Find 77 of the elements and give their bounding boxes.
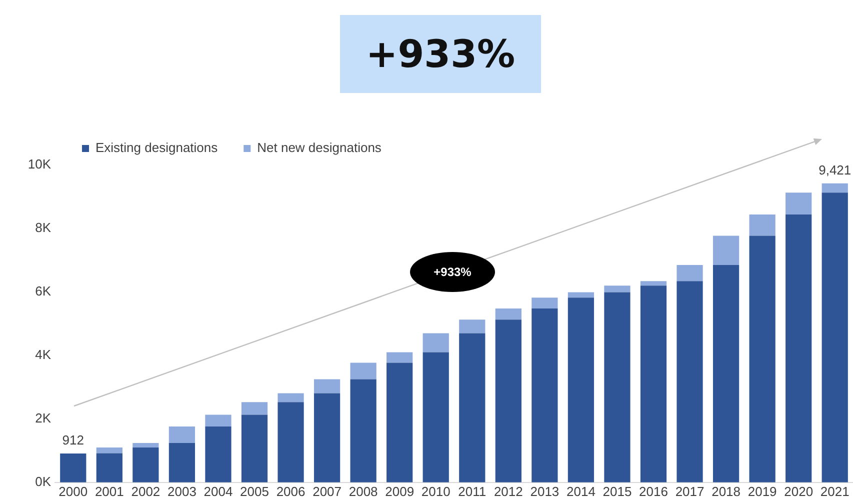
bar <box>568 298 594 482</box>
bar <box>168 443 196 482</box>
bar <box>241 402 268 415</box>
bar <box>241 414 268 482</box>
x-tick-label: 2001 <box>94 484 124 499</box>
bar <box>350 379 376 482</box>
chart-title: +933% <box>366 32 516 76</box>
bar <box>822 183 848 193</box>
y-tick-label: 8K <box>35 220 52 236</box>
y-tick-label: 6K <box>35 284 52 299</box>
bar <box>568 292 594 298</box>
y-tick-label: 10K <box>28 156 52 172</box>
y-tick-label: 2K <box>35 410 52 426</box>
bar <box>604 292 630 482</box>
bar <box>640 286 667 482</box>
bar <box>132 447 159 482</box>
bar <box>604 286 630 292</box>
bar <box>532 298 558 308</box>
bar <box>205 414 232 427</box>
bar <box>96 447 122 454</box>
x-tick-label: 2020 <box>784 484 814 499</box>
x-tick-label: 2015 <box>602 484 632 499</box>
y-tick-label: 0K <box>35 474 52 489</box>
x-tick-label: 2013 <box>530 484 560 499</box>
x-tick-label: 2003 <box>167 484 196 499</box>
bar <box>822 192 848 482</box>
legend-label: Existing designations <box>96 140 218 156</box>
bar <box>640 281 667 286</box>
x-tick-label: 2007 <box>312 484 342 499</box>
bar <box>350 362 376 380</box>
bar <box>278 393 304 402</box>
bar <box>749 214 776 236</box>
bar <box>712 264 740 482</box>
y-tick-label: 4K <box>35 347 52 362</box>
bar <box>459 333 486 482</box>
x-tick-label: 2002 <box>131 484 160 499</box>
bar <box>96 453 122 482</box>
bar <box>786 214 812 482</box>
bar <box>459 320 486 334</box>
bar <box>532 308 558 482</box>
x-tick-label: 2006 <box>276 484 306 499</box>
x-tick-label: 2016 <box>639 484 668 499</box>
total-label: 912 <box>62 432 84 448</box>
x-tick-label: 2018 <box>712 484 741 499</box>
bar <box>168 426 196 444</box>
bar <box>676 281 703 482</box>
bar <box>422 333 449 352</box>
annotation: +933% <box>434 265 472 279</box>
x-tick-label: 2010 <box>421 484 450 499</box>
bar <box>495 308 522 320</box>
bar <box>314 393 340 482</box>
bar <box>422 352 449 482</box>
x-tick-label: 2021 <box>820 484 850 499</box>
bar <box>60 453 86 482</box>
bar <box>712 236 740 265</box>
bar <box>676 264 703 282</box>
bar <box>386 362 413 482</box>
x-tick-label: 2019 <box>748 484 777 499</box>
bar <box>386 352 413 363</box>
bar <box>205 426 232 482</box>
total-label: 9,421 <box>818 162 852 178</box>
legend-label: Net new designations <box>257 140 382 156</box>
bar <box>278 402 304 482</box>
x-tick-label: 2017 <box>675 484 704 499</box>
bar <box>749 236 776 482</box>
x-tick-label: 2005 <box>240 484 269 499</box>
bar <box>314 379 340 394</box>
x-tick-label: 2004 <box>204 484 233 499</box>
x-tick-label: 2008 <box>348 484 378 499</box>
bar <box>132 443 159 448</box>
x-tick-label: 2011 <box>458 484 486 499</box>
x-tick-label: 2000 <box>58 484 88 499</box>
bar <box>495 320 522 482</box>
bar <box>786 192 812 215</box>
x-tick-label: 2009 <box>385 484 414 499</box>
x-tick-label: 2012 <box>494 484 523 499</box>
x-tick-label: 2014 <box>566 484 596 499</box>
